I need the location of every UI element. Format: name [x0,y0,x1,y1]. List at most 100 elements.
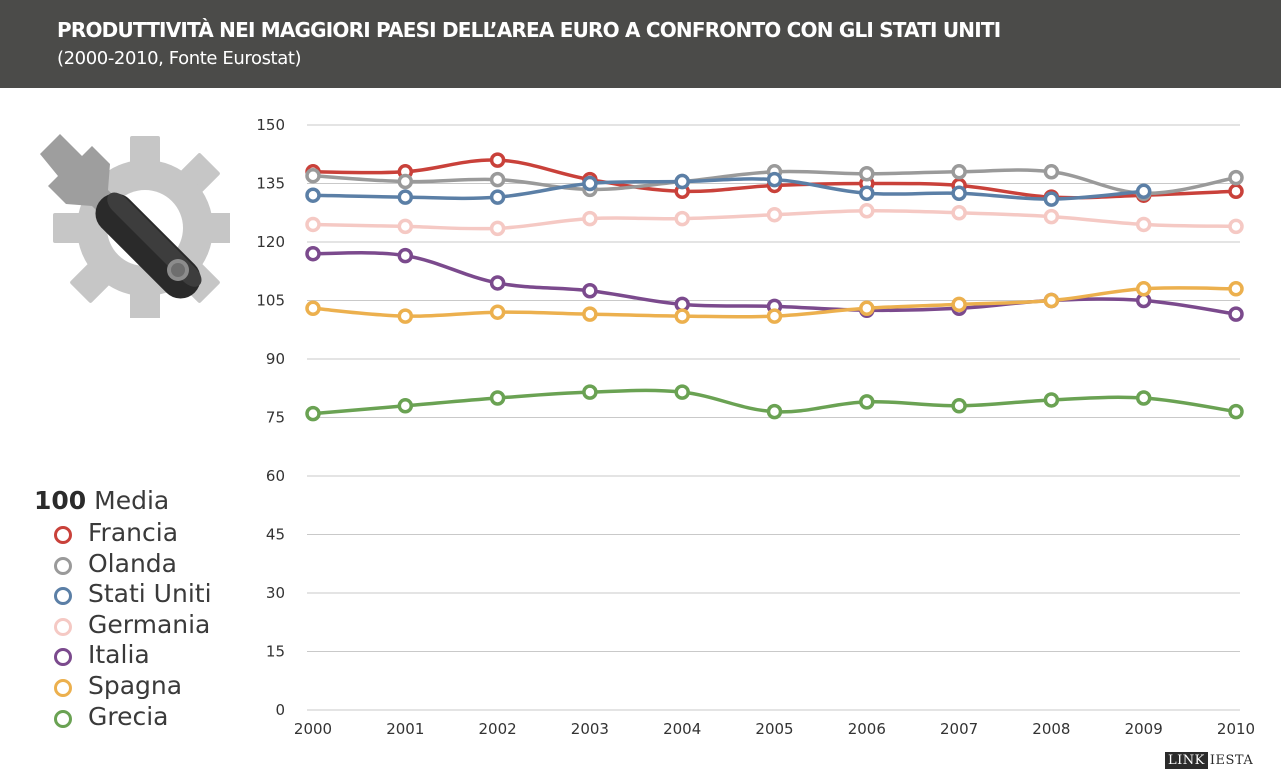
data-point [674,210,690,227]
data-point [766,171,783,188]
chart-subtitle: (2000-2010, Fonte Eurostat) [57,48,302,69]
legend-label: Stati Uniti [88,579,212,609]
legend-marker [54,617,72,636]
data-point [674,173,690,190]
series-olanda [305,164,1244,201]
data-point [1043,292,1060,309]
legend-label: Germania [88,609,211,639]
data-point [582,306,598,322]
data-point [859,203,875,219]
x-tick-label: 2001 [386,720,424,738]
data-point [1228,403,1244,420]
data-point [305,167,321,184]
data-point [305,245,321,262]
x-tick-label: 2004 [663,720,701,738]
x-tick-label: 2006 [848,720,886,738]
x-axis-ticks: 2000 2001 2002 2003 2004 2005 2006 2007 2008 2009… [294,720,1255,738]
data-point [1228,281,1244,297]
legend-label: Italia [88,640,150,670]
data-point [582,384,598,400]
y-tick-label: 90 [266,350,285,368]
legend-marker [54,526,72,544]
x-tick-label: 2005 [755,720,793,738]
data-point [1135,281,1152,297]
data-point [489,171,506,188]
data-point [859,166,875,182]
data-point [1043,208,1060,225]
y-tick-label: 75 [266,409,285,427]
data-point [1135,390,1152,406]
data-point [305,187,321,203]
data-point [951,185,967,201]
data-point [397,398,414,414]
data-point [674,384,690,400]
data-point [766,308,783,324]
data-point [859,185,875,201]
y-tick-label: 0 [275,701,285,719]
data-point [397,189,414,205]
y-tick-label: 105 [256,292,285,310]
series-grecia [305,384,1244,422]
data-point [1043,392,1060,408]
x-tick-label: 2007 [940,720,978,738]
x-tick-label: 2009 [1125,720,1163,738]
x-tick-label: 2008 [1032,720,1070,738]
data-point [305,300,321,317]
data-point [1228,169,1244,186]
y-axis-ticks: 0 15 30 45 60 75 90 105 120 135 150 [256,116,285,719]
y-tick-label: 135 [256,175,285,193]
series-spagna [305,281,1244,324]
data-point [582,210,598,227]
data-point [1043,164,1060,180]
y-tick-label: 45 [266,526,285,544]
x-tick-label: 2002 [479,720,517,738]
data-point [1228,306,1244,322]
data-point [582,175,598,192]
data-point [951,398,967,414]
data-point [489,189,506,205]
data-point [859,394,875,410]
x-tick-label: 2003 [571,720,609,738]
legend-average-label: Media [94,486,170,515]
data-point [397,173,414,190]
header-bar: PRODUTTIVITÀ NEI MAGGIORI PAESI DELL’ARE… [0,0,1281,88]
data-point [674,308,690,324]
data-point [489,152,506,168]
data-point [766,206,783,223]
series-lines [305,152,1244,422]
legend-marker [54,709,72,728]
grid-lines [307,124,1240,711]
data-point [489,220,506,237]
y-tick-label: 15 [266,643,285,661]
data-point [305,405,321,422]
legend-average-value: 100 [34,486,87,515]
data-point [951,164,967,180]
wrench-gear-icon [40,134,230,318]
legend-marker [54,556,72,575]
series-germania [305,203,1244,237]
chart-title: PRODUTTIVITÀ NEI MAGGIORI PAESI DELL’ARE… [57,18,1001,42]
y-tick-label: 60 [266,467,285,485]
data-point [951,205,967,221]
data-point [582,283,598,299]
y-tick-label: 30 [266,584,285,602]
legend-label: Francia [88,518,179,547]
x-tick-label: 2000 [294,720,332,738]
legend-marker [54,679,72,697]
series-line [311,177,1146,201]
data-point [397,308,414,324]
data-point [859,300,875,317]
data-point [1228,218,1244,235]
x-tick-label: 2010 [1217,720,1255,738]
legend-marker [54,648,72,667]
data-point [1135,183,1152,200]
data-point [489,275,506,291]
data-point [1043,191,1060,207]
data-point [1228,183,1244,200]
data-point [766,403,783,420]
data-point [489,304,506,320]
legend-label: Spagna [88,671,183,700]
data-point [397,247,414,264]
legend-average: 100 Media [34,486,169,515]
